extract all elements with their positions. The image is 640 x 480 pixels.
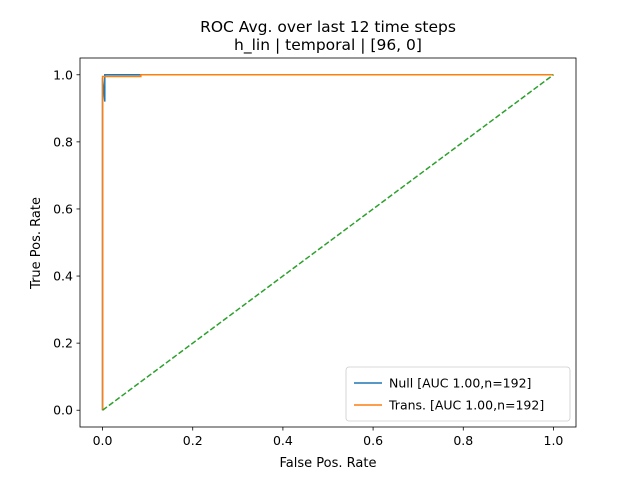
y-tick-label: 0.8 bbox=[53, 134, 73, 149]
reference-line-2 bbox=[102, 74, 554, 411]
x-tick-label: 0.0 bbox=[93, 433, 113, 448]
legend-box bbox=[345, 366, 571, 422]
plot-frame bbox=[79, 57, 577, 428]
y-tick-label: 0.4 bbox=[53, 269, 73, 284]
y-tick-label: 1.0 bbox=[53, 67, 73, 82]
chart-title: ROC Avg. over last 12 time steps bbox=[200, 18, 456, 36]
x-tick-label: 1.0 bbox=[544, 433, 564, 448]
legend-label: Null [AUC 1.00,n=192] bbox=[389, 376, 531, 391]
x-tick-label: 0.8 bbox=[453, 433, 473, 448]
y-tick-label: 0.6 bbox=[53, 201, 73, 216]
series-line-1 bbox=[101, 74, 554, 411]
x-axis-label: False Pos. Rate bbox=[280, 456, 377, 471]
x-tick-label: 0.4 bbox=[273, 433, 293, 448]
y-tick-label: 0.0 bbox=[53, 403, 73, 418]
y-axis-label: True Pos. Rate bbox=[29, 197, 44, 290]
legend: Null [AUC 1.00,n=192] Trans. [AUC 1.00,n=… bbox=[345, 366, 571, 422]
y-tick-label: 0.2 bbox=[53, 336, 73, 351]
plot-area: 0.0 0.2 0.4 0.6 0.8 1.0 0.0 0.2 0.4 0.6 0.8 1.0 Null… bbox=[53, 57, 577, 448]
legend-label: Trans. [AUC 1.00,n=192] bbox=[388, 398, 544, 413]
x-tick-label: 0.2 bbox=[183, 433, 203, 448]
x-tick-label: 0.6 bbox=[363, 433, 383, 448]
chart-subtitle: h_lin | temporal | [96, 0] bbox=[234, 36, 422, 55]
